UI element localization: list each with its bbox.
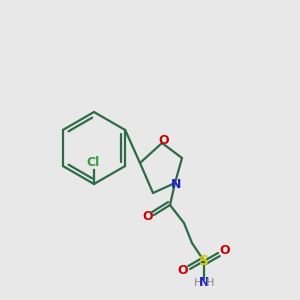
Text: H: H	[194, 278, 202, 288]
Text: N: N	[171, 178, 181, 190]
Text: O: O	[159, 134, 169, 148]
Text: N: N	[199, 277, 209, 290]
Text: H: H	[206, 278, 214, 288]
Text: O: O	[178, 265, 188, 278]
Text: O: O	[143, 211, 153, 224]
Text: Cl: Cl	[86, 155, 100, 169]
Text: S: S	[199, 254, 209, 268]
Text: O: O	[220, 244, 230, 257]
